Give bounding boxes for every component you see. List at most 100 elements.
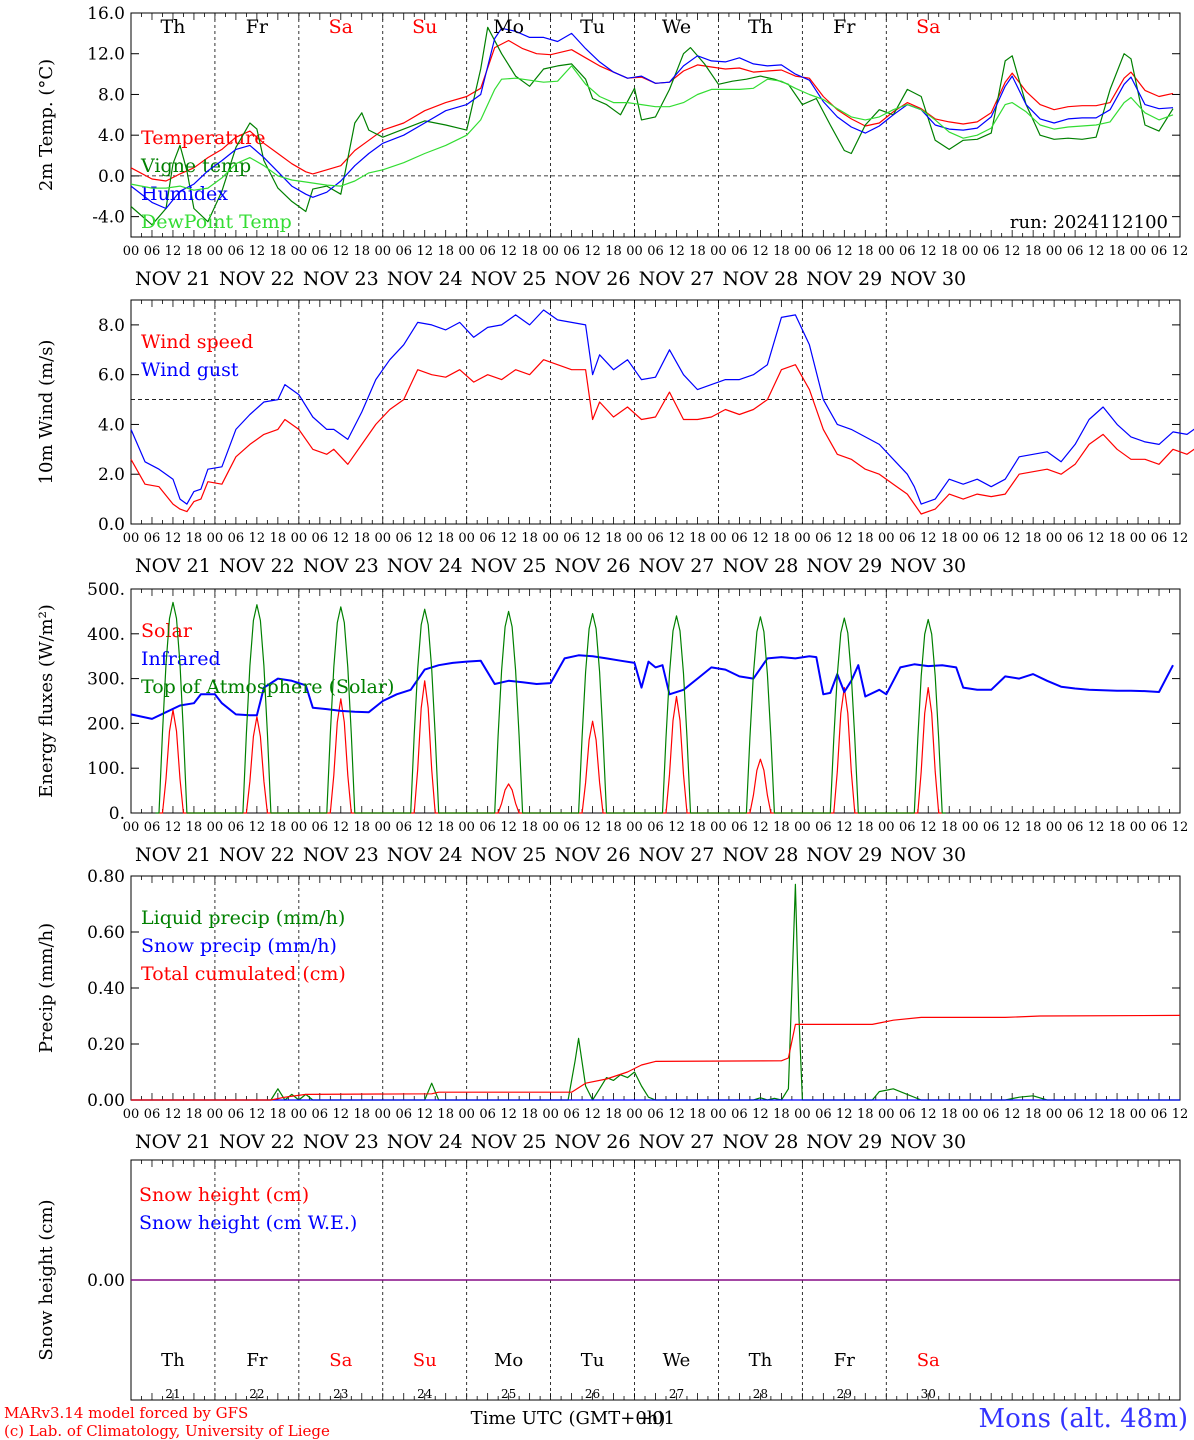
hour-tick-label: 12 <box>249 244 266 259</box>
hour-tick-label: 18 <box>1025 820 1042 835</box>
hour-tick-label: 00 <box>542 1107 559 1122</box>
panel-1: 16.0 12.0 8.0 4.0 0.0 -4.0 2m Temp. (°C) Temper… <box>36 4 1188 290</box>
hour-tick-label: 12 <box>584 820 601 835</box>
weekday-label: Su <box>413 1350 437 1371</box>
y-axis-label: Snow height (cm) <box>36 1199 57 1360</box>
hour-tick-label: 12 <box>249 820 266 835</box>
weekday-label-top: Sa <box>916 16 940 38</box>
date-label: NOV 26 <box>555 555 631 577</box>
hour-tick-label: 18 <box>354 820 371 835</box>
hour-tick-label: 18 <box>186 820 203 835</box>
weekday-label-top: Fr <box>833 16 856 38</box>
hour-tick-label: 00 <box>1130 1107 1147 1122</box>
y-tick-label: -4.0 <box>92 208 125 228</box>
hour-tick-label: 18 <box>605 244 622 259</box>
hour-tick-label: 12 <box>333 820 350 835</box>
hour-tick-label: 06 <box>815 1107 832 1122</box>
day-number-label: 21 <box>165 1387 180 1401</box>
hour-tick-label: 18 <box>354 244 371 259</box>
date-label: NOV 22 <box>219 1131 295 1153</box>
legend-entry: Snow precip (mm/h) <box>141 935 337 957</box>
hour-tick-label: 06 <box>395 244 412 259</box>
hour-tick-label: 12 <box>1172 820 1189 835</box>
date-label: NOV 29 <box>806 555 882 577</box>
date-label: NOV 24 <box>387 268 463 290</box>
hour-tick-label: 00 <box>374 1107 391 1122</box>
hour-tick-label: 12 <box>249 531 266 546</box>
hour-tick-label: 00 <box>626 1107 643 1122</box>
date-label: NOV 21 <box>135 555 211 577</box>
hour-tick-label: 18 <box>1025 531 1042 546</box>
hour-tick-label: 00 <box>1046 244 1063 259</box>
hour-tick-label: 06 <box>815 244 832 259</box>
hour-tick-label: 18 <box>605 820 622 835</box>
hour-tick-label: 06 <box>312 244 329 259</box>
weekday-label-top: Fr <box>246 16 269 38</box>
y-tick-label: 0.00 <box>87 1091 125 1111</box>
hour-tick-label: 00 <box>1130 531 1147 546</box>
hour-tick-label: 18 <box>857 531 874 546</box>
hour-tick-label: 18 <box>437 820 454 835</box>
legend-entry: Temperature <box>141 127 265 149</box>
hour-tick-label: 00 <box>710 1107 727 1122</box>
hour-tick-label: 06 <box>815 820 832 835</box>
hour-tick-label: 00 <box>962 820 979 835</box>
hour-tick-label: 00 <box>878 820 895 835</box>
hour-tick-label: 06 <box>479 531 496 546</box>
day-number-label: 30 <box>921 1387 936 1401</box>
hour-tick-label: 06 <box>647 244 664 259</box>
hour-tick-label: 18 <box>941 820 958 835</box>
hour-tick-label: 12 <box>416 244 433 259</box>
hour-tick-label: 06 <box>228 820 245 835</box>
hour-tick-label: 12 <box>1004 820 1021 835</box>
weekday-label: Tu <box>581 1350 605 1371</box>
hour-tick-label: 12 <box>416 820 433 835</box>
hour-tick-label: 18 <box>605 1107 622 1122</box>
hour-tick-label: 06 <box>228 1107 245 1122</box>
date-label: NOV 24 <box>387 1131 463 1153</box>
hour-tick-label: 12 <box>500 244 517 259</box>
hour-tick-label: 12 <box>165 244 182 259</box>
hour-tick-label: 00 <box>458 244 475 259</box>
hour-tick-label: 06 <box>312 1107 329 1122</box>
hour-tick-label: 00 <box>542 531 559 546</box>
hour-tick-label: 18 <box>186 1107 203 1122</box>
date-label: NOV 28 <box>722 555 798 577</box>
legend-entry: DewPoint Temp <box>141 211 292 233</box>
hour-tick-label: 00 <box>123 820 140 835</box>
hour-tick-label: 18 <box>270 531 287 546</box>
hour-tick-label: 06 <box>1151 244 1168 259</box>
hour-tick-label: 06 <box>899 244 916 259</box>
series-line-top-of-atmosphere-solar- <box>155 601 946 814</box>
hour-tick-label: 06 <box>563 1107 580 1122</box>
hour-tick-label: 18 <box>521 531 538 546</box>
hour-tick-label: 12 <box>752 531 769 546</box>
hour-tick-label: 12 <box>165 531 182 546</box>
weekday-label: Fr <box>834 1350 855 1371</box>
hour-tick-label: 12 <box>836 244 853 259</box>
date-label: NOV 21 <box>135 268 211 290</box>
legend-entry: Liquid precip (mm/h) <box>141 907 345 929</box>
y-tick-label: 8.0 <box>98 316 125 336</box>
hour-tick-label: 00 <box>123 1107 140 1122</box>
series-line-wind-gust <box>130 309 1194 505</box>
panel-5: 0.00 Snow height (cm) Snow height (cm) Snow… <box>36 1159 1181 1401</box>
series-line-wind-speed <box>130 359 1194 515</box>
hour-tick-label: 00 <box>962 244 979 259</box>
y-tick-label: 0.00 <box>87 1271 125 1291</box>
hour-tick-label: 18 <box>186 244 203 259</box>
hour-tick-label: 06 <box>563 531 580 546</box>
hour-tick-label: 06 <box>647 820 664 835</box>
panel-4: 0.80 0.60 0.40 0.20 0.00 Precip (mm/h) Liquid … <box>36 867 1188 1153</box>
date-label: NOV 30 <box>890 555 966 577</box>
hour-tick-label: 12 <box>920 244 937 259</box>
hour-tick-label: 00 <box>458 1107 475 1122</box>
hour-tick-label: 06 <box>983 1107 1000 1122</box>
legend-entry: Snow height (cm W.E.) <box>139 1212 357 1234</box>
date-label: NOV 27 <box>639 555 715 577</box>
hour-tick-label: 18 <box>773 820 790 835</box>
hour-tick-label: 06 <box>1067 820 1084 835</box>
hour-tick-label: 12 <box>752 1107 769 1122</box>
hour-tick-label: 00 <box>1046 531 1063 546</box>
